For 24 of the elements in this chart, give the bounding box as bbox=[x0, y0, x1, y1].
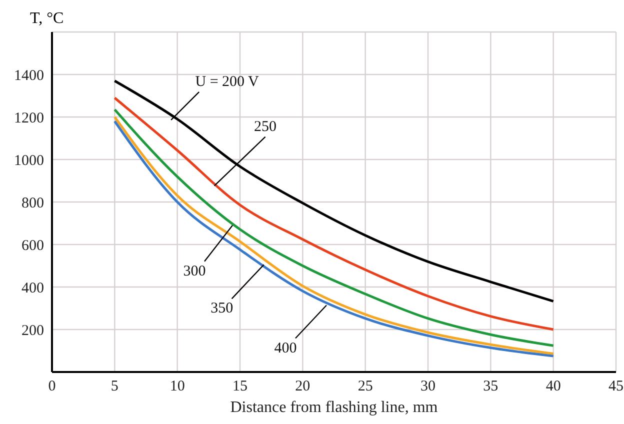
y-tick-label: 400 bbox=[22, 280, 44, 296]
y-tick-label: 800 bbox=[22, 195, 44, 212]
x-tick-label: 30 bbox=[420, 378, 436, 395]
y-tick-label: 1200 bbox=[14, 110, 44, 126]
x-tick-label: 20 bbox=[295, 378, 310, 395]
y-tick-label: 600 bbox=[22, 238, 44, 254]
x-tick-label: 5 bbox=[110, 378, 118, 395]
annotation: 350 bbox=[210, 300, 234, 317]
x-axis-title: Distance from flashing line, mm bbox=[230, 399, 438, 416]
y-tick-label: 1400 bbox=[14, 68, 44, 84]
x-tick-label: 40 bbox=[546, 378, 561, 395]
annotation: 300 bbox=[183, 263, 206, 280]
y-axis-title: T, °C bbox=[30, 10, 64, 28]
y-tick-label: 200 bbox=[22, 322, 44, 339]
x-tick-label: 15 bbox=[232, 378, 248, 395]
x-tick-label: 10 bbox=[170, 378, 185, 395]
y-tick-label: 1000 bbox=[14, 152, 44, 169]
annotation: 400 bbox=[274, 340, 297, 356]
x-tick-label: 35 bbox=[483, 378, 498, 395]
x-tick-label: 45 bbox=[608, 378, 624, 395]
annotation: 250 bbox=[254, 118, 277, 135]
x-tick-label: 0 bbox=[48, 378, 56, 395]
x-tick-label: 25 bbox=[358, 378, 373, 395]
annotation: U = 200 V bbox=[195, 74, 260, 90]
